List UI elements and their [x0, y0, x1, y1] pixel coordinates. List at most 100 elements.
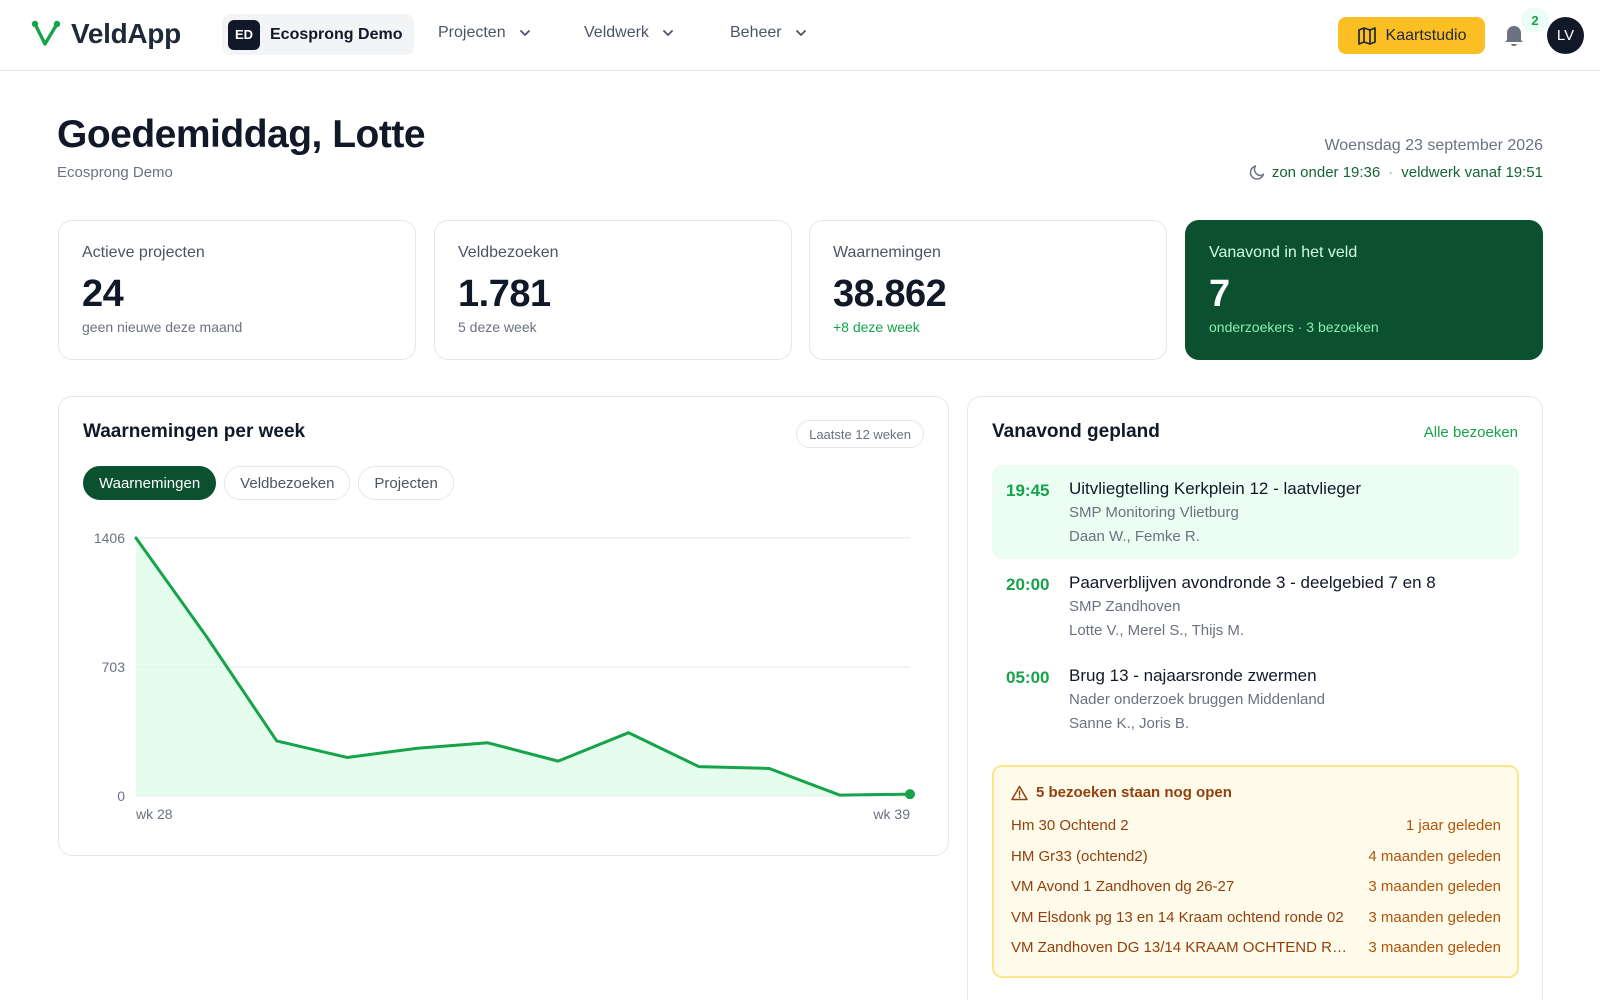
user-avatar[interactable]: LV: [1547, 17, 1584, 54]
visit-people: Lotte V., Merel S., Thijs M.: [1069, 622, 1245, 639]
notifications-button[interactable]: [1503, 23, 1525, 52]
x-tick-label: wk 39: [872, 806, 910, 822]
visit-project: SMP Zandhoven: [1069, 598, 1181, 615]
visit-item[interactable]: 19:45 Uitvliegtelling Kerkplein 12 - laa…: [992, 465, 1519, 559]
bell-icon: [1505, 26, 1523, 46]
organization-switcher[interactable]: ED Ecosprong Demo: [222, 14, 415, 55]
open-visit-row[interactable]: Hm 30 Ochtend 2 1 jaar geleden: [1011, 817, 1501, 834]
stat-card-waarnemingen: Waarnemingen 38.862 +8 deze week: [809, 220, 1167, 360]
stat-label: Waarnemingen: [833, 244, 941, 261]
stat-card-veldbezoeken: Veldbezoeken 1.781 5 deze week: [434, 220, 792, 360]
open-visit-row[interactable]: VM Elsdonk pg 13 en 14 Kraam ochtend ron…: [1011, 909, 1501, 926]
page-title: Goedemiddag, Lotte: [57, 113, 426, 156]
stat-label: Veldbezoeken: [458, 244, 559, 261]
visit-project: SMP Monitoring Vlietburg: [1069, 504, 1239, 521]
stat-label: Actieve projecten: [82, 244, 205, 261]
nav-veldwerk[interactable]: Veldwerk: [584, 24, 675, 42]
stat-subtext: geen nieuwe deze maand: [82, 319, 243, 335]
observations-chart-card: Waarnemingen per week Laatste 12 weken W…: [58, 396, 949, 856]
nav-label: Projecten: [438, 24, 506, 41]
nav-beheer[interactable]: Beheer: [730, 24, 808, 42]
moon-icon: [1249, 165, 1265, 180]
tab-waarnemingen[interactable]: Waarnemingen: [83, 466, 217, 500]
open-visit-row[interactable]: HM Gr33 (ochtend2) 4 maanden geleden: [1011, 848, 1501, 865]
visit-title: Paarverblijven avondronde 3 - deelgebied…: [1069, 573, 1436, 592]
chart-tabs: Waarnemingen Veldbezoeken Projecten: [83, 466, 454, 500]
visit-time: 20:00: [1006, 575, 1050, 594]
open-visit-name: VM Elsdonk pg 13 en 14 Kraam ochtend ron…: [1011, 909, 1344, 926]
range-selector[interactable]: Laatste 12 weken: [796, 420, 924, 448]
open-visit-name: HM Gr33 (ochtend2): [1011, 848, 1148, 865]
open-visit-age: 3 maanden geleden: [1368, 909, 1501, 926]
visit-time: 19:45: [1006, 481, 1050, 500]
observations-line-chart: 0 703 1406 wk 28 wk 39: [94, 530, 915, 822]
sun-info: zon onder 19:36 · veldwerk vanaf 19:51: [1249, 164, 1543, 181]
top-bar: VeldApp ED Ecosprong Demo Projecten Veld…: [0, 0, 1600, 71]
open-visits-alert: 5 bezoeken staan nog open Hm 30 Ochtend …: [992, 765, 1519, 978]
open-visit-row[interactable]: VM Zandhoven DG 13/14 KRAAM OCHTEND RO..…: [1011, 939, 1501, 956]
open-visits-heading: 5 bezoeken staan nog open: [1011, 784, 1232, 801]
chart-card-title: Waarnemingen per week: [83, 421, 306, 442]
stat-value: 1.781: [458, 273, 551, 315]
page-subtitle: Ecosprong Demo: [57, 164, 173, 181]
tab-veldbezoeken[interactable]: Veldbezoeken: [224, 466, 351, 500]
nav-projecten[interactable]: Projecten: [438, 24, 532, 42]
stat-subtext: 5 deze week: [458, 319, 537, 335]
series-line: [134, 536, 912, 797]
y-tick-label: 1406: [94, 530, 125, 546]
visit-project: Nader onderzoek bruggen Middenland: [1069, 691, 1326, 708]
visit-item[interactable]: 20:00 Paarverblijven avondronde 3 - deel…: [992, 559, 1519, 653]
map-icon: [1357, 26, 1376, 45]
visit-title: Brug 13 - najaarsronde zwermen: [1069, 666, 1317, 685]
data-point-last: [905, 789, 915, 800]
stat-card-vanavond-in-het-veld: Vanavond in het veld 7 onderzoekers · 3 …: [1185, 220, 1543, 360]
open-visit-age: 3 maanden geleden: [1368, 939, 1501, 956]
planned-tonight-card: Vanavond gepland Alle bezoeken 19:45 Uit…: [967, 396, 1543, 1000]
open-visit-row[interactable]: VM Avond 1 Zandhoven dg 26-27 3 maanden …: [1011, 878, 1501, 895]
stat-label: Vanavond in het veld: [1209, 244, 1358, 261]
x-tick-label: wk 28: [135, 806, 173, 822]
planned-card-title: Vanavond gepland: [992, 421, 1160, 442]
open-visits-heading-text: 5 bezoeken staan nog open: [1036, 784, 1232, 801]
visit-time: 05:00: [1006, 668, 1050, 687]
stat-value: 38.862: [833, 273, 947, 315]
stat-subtext: onderzoekers · 3 bezoeken: [1209, 319, 1379, 335]
sunset-time: zon onder 19:36: [1271, 164, 1381, 181]
warning-triangle-icon: [1011, 785, 1028, 800]
veldapp-logo-icon: [31, 19, 63, 49]
visit-title: Uitvliegtelling Kerkplein 12 - laatvlieg…: [1069, 479, 1361, 498]
notification-count-badge: 2: [1521, 8, 1549, 32]
separator-dot: ·: [1388, 164, 1394, 181]
open-visit-age: 3 maanden geleden: [1368, 878, 1501, 895]
open-visit-age: 1 jaar geleden: [1405, 817, 1501, 834]
chevron-down-icon: [663, 30, 673, 36]
open-visit-name: VM Avond 1 Zandhoven dg 26-27: [1011, 878, 1235, 895]
open-visit-name: VM Zandhoven DG 13/14 KRAAM OCHTEND RO..…: [1011, 939, 1356, 956]
nav-label: Veldwerk: [584, 24, 649, 41]
series-area: [136, 538, 910, 796]
stat-subtext: +8 deze week: [833, 319, 920, 335]
fieldwork-start: veldwerk vanaf 19:51: [1401, 164, 1543, 181]
chevron-down-icon: [519, 30, 530, 36]
app-logo[interactable]: VeldApp: [31, 18, 181, 50]
current-date: Woensdag 23 september 2026: [1324, 137, 1543, 154]
kaartstudio-label: Kaartstudio: [1385, 26, 1467, 44]
y-tick-label: 703: [102, 659, 126, 675]
visit-item[interactable]: 05:00 Brug 13 - najaarsronde zwermen Nad…: [992, 652, 1519, 746]
kaartstudio-button[interactable]: Kaartstudio: [1338, 17, 1485, 54]
visit-people: Daan W., Femke R.: [1069, 528, 1200, 545]
app-name: VeldApp: [71, 18, 181, 49]
stat-value: 24: [82, 273, 124, 315]
org-name: Ecosprong Demo: [270, 25, 403, 43]
all-visits-link[interactable]: Alle bezoeken: [1423, 424, 1518, 441]
nav-label: Beheer: [730, 24, 782, 41]
org-badge: ED: [228, 19, 260, 50]
tab-projecten[interactable]: Projecten: [358, 466, 454, 500]
y-tick-label: 0: [117, 788, 125, 804]
stat-card-actieve-projecten: Actieve projecten 24 geen nieuwe deze ma…: [58, 220, 416, 360]
open-visit-name: Hm 30 Ochtend 2: [1011, 817, 1129, 834]
stat-value: 7: [1209, 273, 1230, 315]
open-visit-age: 4 maanden geleden: [1368, 848, 1501, 865]
chevron-down-icon: [795, 30, 806, 36]
visit-people: Sanne K., Joris B.: [1069, 715, 1190, 732]
